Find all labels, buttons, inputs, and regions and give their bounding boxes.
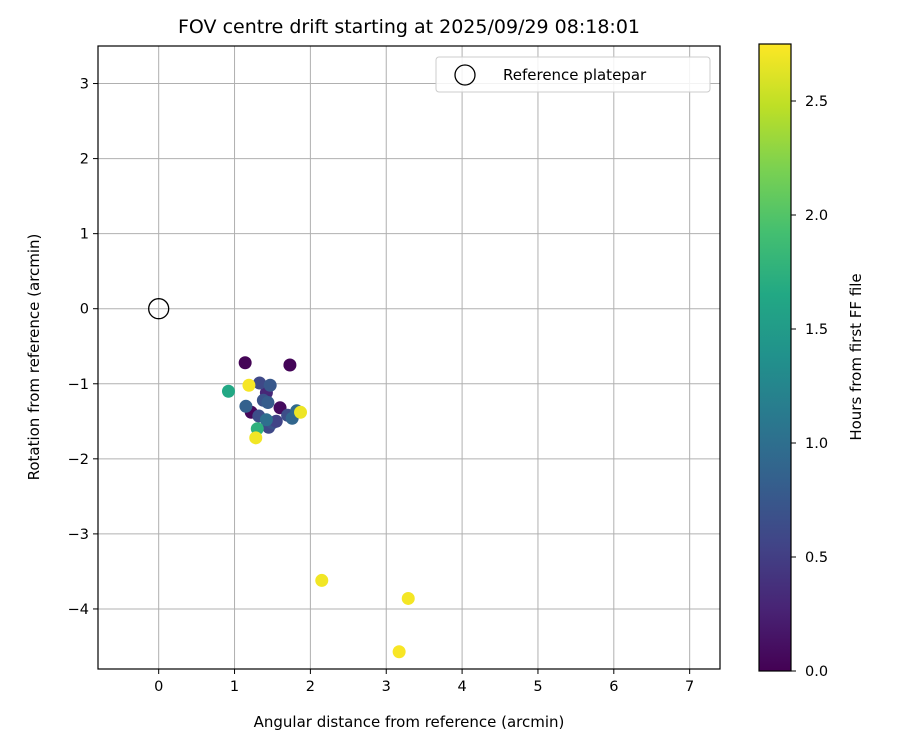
- data-point: [239, 399, 253, 413]
- x-axis-ticks: 0 1 2 3 4 5 6 7: [154, 669, 694, 695]
- x-tick-label: 7: [685, 679, 694, 695]
- legend: Reference platepar: [435, 56, 711, 93]
- data-point: [249, 431, 263, 445]
- y-axis-label: Rotation from reference (arcmin): [25, 234, 43, 481]
- plot-frame: [97, 45, 721, 670]
- x-tick-label: 3: [382, 679, 391, 695]
- data-point: [238, 356, 252, 370]
- y-tick-label: −3: [68, 527, 89, 543]
- data-point: [242, 378, 256, 392]
- colorbar-gradient: [758, 43, 792, 672]
- x-tick-label: 0: [154, 679, 163, 695]
- data-point: [261, 396, 275, 410]
- data-point: [392, 645, 406, 659]
- x-tick-label: 6: [609, 679, 618, 695]
- data-point: [401, 591, 415, 605]
- data-point: [263, 378, 277, 392]
- y-tick-label: 3: [80, 77, 89, 93]
- y-tick-label: −4: [68, 602, 89, 618]
- y-tick-label: −1: [68, 377, 89, 393]
- data-point: [259, 413, 273, 427]
- data-point: [315, 573, 329, 587]
- data-points: [148, 298, 415, 659]
- chart-title: FOV centre drift starting at 2025/09/29 …: [178, 16, 640, 38]
- colorbar-tick-label: 1.0: [805, 436, 828, 452]
- colorbar-tick-label: 1.5: [805, 322, 828, 338]
- y-tick-label: 2: [80, 152, 89, 168]
- legend-marker-reference: [454, 64, 476, 86]
- colorbar-tick-label: 0.5: [805, 550, 828, 566]
- x-tick-label: 4: [457, 679, 466, 695]
- grid: [98, 46, 720, 669]
- y-tick-label: 0: [80, 302, 89, 318]
- x-tick-label: 2: [306, 679, 315, 695]
- y-tick-label: 1: [80, 227, 89, 243]
- data-point: [221, 384, 235, 398]
- x-tick-label: 1: [230, 679, 239, 695]
- colorbar-tick-label: 0.0: [805, 664, 828, 680]
- colorbar: 0.0 0.5 1.0 1.5 2.0 2.5 Hours from first FF f…: [758, 43, 865, 680]
- colorbar-ticks: 0.0 0.5 1.0 1.5 2.0 2.5: [791, 94, 828, 680]
- x-axis-label: Angular distance from reference (arcmin): [254, 713, 565, 731]
- data-point: [253, 376, 267, 390]
- reference-platepar-marker: [148, 298, 170, 320]
- colorbar-tick-label: 2.0: [805, 208, 828, 224]
- data-point: [269, 414, 283, 428]
- y-axis-ticks: −4 −3 −2 −1 0 1 2 3: [68, 77, 98, 618]
- legend-label-reference: Reference platepar: [503, 66, 647, 84]
- y-tick-label: −2: [68, 452, 89, 468]
- data-point: [283, 358, 297, 372]
- data-point: [294, 405, 308, 419]
- x-tick-label: 5: [533, 679, 542, 695]
- colorbar-tick-label: 2.5: [805, 94, 828, 110]
- colorbar-label: Hours from first FF file: [847, 273, 865, 440]
- legend-box: [435, 56, 711, 93]
